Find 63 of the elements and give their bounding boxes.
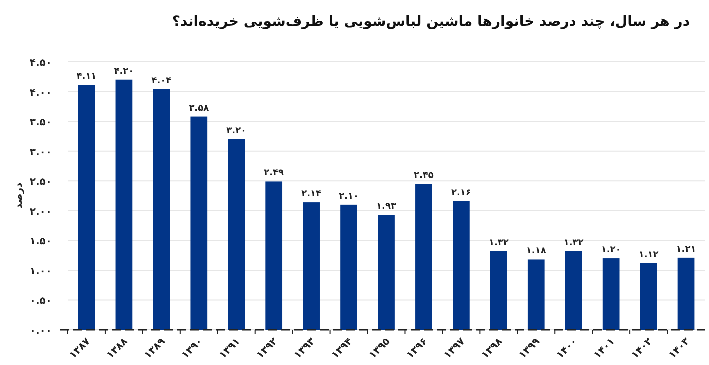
y-tick-label: ۱.۰۰ [30,266,52,278]
bar [602,258,620,330]
data-label: ۲.۴۵ [414,171,434,182]
x-tick-label: ۱۳۹۴ [330,336,356,362]
y-tick-label: ۲.۵۰ [30,177,52,188]
bar [528,260,545,330]
data-label: ۱.۲۰ [601,246,622,256]
y-tick-label: ۳.۵۰ [30,118,52,129]
y-tick-label: ۱.۵۰ [30,236,52,248]
bar [640,263,658,330]
x-tick-label: ۱۴۰۰ [554,336,580,362]
chart-title: در هر سال، چند درصد خانوارها ماشین لباس‌شویی یا ظرف‌شویی خریده‌اند؟ [172,14,690,30]
x-tick-label: ۱۳۹۶ [405,336,430,362]
bar [303,202,320,330]
x-tick-label: ۱۳۹۹ [517,336,543,362]
data-label: ۱.۱۲ [638,250,660,260]
data-label: ۱.۱۸ [526,246,547,257]
bar [490,251,508,330]
y-tick-label: ۰.۰۰ [30,326,52,337]
data-label: ۲.۱۴ [302,190,322,200]
data-label: ۱.۳۲ [488,238,510,248]
data-label: ۱.۲۱ [676,244,696,255]
data-label: ۴.۱۱ [76,72,97,82]
x-tick-label: ۱۳۸۹ [142,336,168,362]
bar [266,182,283,330]
bar [453,201,470,330]
bar [565,251,582,330]
bar [678,258,695,330]
bar [416,184,432,330]
data-label: ۲.۱۰ [339,192,359,202]
x-tick-label: ۱۴۰۱ [592,336,618,362]
bar [340,204,358,330]
y-tick-label: ۳.۰۰ [30,147,52,158]
data-label: ۲.۱۶ [451,188,472,198]
x-tick-label: ۱۳۹۸ [480,336,506,362]
x-tick-label: ۱۳۹۰ [180,336,206,362]
data-label: ۲.۴۹ [264,168,285,179]
data-label: ۴.۲۰ [114,66,134,77]
data-label: ۱.۹۳ [376,202,397,212]
data-label: ۳.۵۸ [189,104,210,114]
x-tick-label: ۱۳۹۲ [255,336,280,362]
x-tick-label: ۱۳۸۷ [68,336,93,362]
x-tick-label: ۱۴۰۲ [630,336,655,362]
x-tick-label: ۱۳۹۳ [292,336,318,362]
y-tick-label: ۴.۵۰ [30,58,52,69]
y-axis-title: درصد [14,182,25,210]
bar [378,215,395,330]
x-tick-label: ۱۳۹۱ [218,336,243,362]
data-label: ۴.۰۴ [152,76,172,86]
y-tick-label: ۰.۵۰ [30,296,52,308]
bar [153,89,170,330]
bar [78,85,96,330]
x-tick-label: ۱۳۹۵ [368,336,393,362]
x-tick-label: ۱۴۰۳ [667,336,692,362]
bar [228,139,246,330]
x-tick-label: ۱۳۹۷ [442,336,468,362]
y-tick-label: ۲.۰۰ [30,206,52,218]
data-label: ۳.۲۰ [226,126,247,136]
x-tick-label: ۱۳۸۸ [105,336,130,362]
data-label: ۱.۳۲ [564,238,584,248]
bar [116,80,133,330]
bar [190,116,208,330]
y-tick-label: ۴.۰۰ [30,88,52,99]
